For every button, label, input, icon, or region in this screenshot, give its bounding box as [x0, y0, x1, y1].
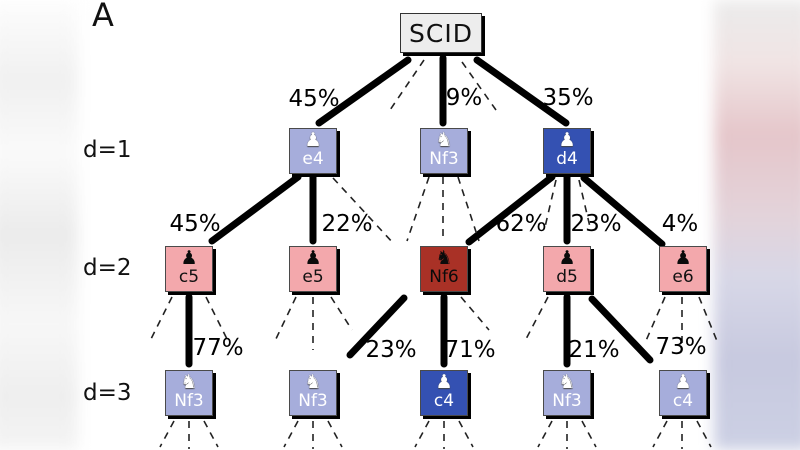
- edge-label-scid-e4: 45%: [288, 86, 340, 112]
- edge-nf3e5-sub-left: [283, 420, 299, 448]
- tree-node-e6: ♟ e6: [659, 246, 707, 292]
- node-label: e5: [302, 267, 324, 287]
- tree-node-d4: ♟ d4: [543, 128, 591, 174]
- edge-c4d5-sub-left: [652, 420, 668, 448]
- edge-c5-other-left: [148, 296, 173, 344]
- node-label: Nf3: [552, 391, 582, 411]
- tree-node-nf6: ♞ Nf6: [420, 246, 468, 292]
- edge-c4nf6-sub-right: [458, 420, 474, 448]
- edge-label-c5-nf3: 77%: [192, 335, 244, 361]
- edge-scid-other-right: [461, 61, 497, 111]
- tree-node-nf3-under-d5: ♞ Nf3: [543, 370, 591, 416]
- tree-node-nf3-under-c5: ♞ Nf3: [165, 370, 213, 416]
- edge-e6-other-right: [698, 296, 718, 342]
- edge-e4-other: [332, 177, 395, 245]
- white-pawn-icon: ♟: [674, 371, 692, 393]
- black-pawn-icon: ♟: [304, 247, 322, 269]
- node-label: Nf3: [174, 391, 204, 411]
- node-label: d4: [556, 149, 578, 169]
- edge-label-e4-e5: 22%: [321, 211, 373, 237]
- black-pawn-icon: ♟: [674, 247, 692, 269]
- white-knight-icon: ♞: [180, 371, 198, 393]
- edge-label-scid-nf3: 9%: [445, 85, 483, 111]
- edge-nf3d5-sub-left: [537, 420, 553, 448]
- tree-node-d5: ♟ d5: [543, 246, 591, 292]
- edge-e6-other-left: [644, 296, 666, 344]
- node-label: e6: [672, 267, 694, 287]
- white-knight-icon: ♞: [558, 371, 576, 393]
- edge-label-d5-c4: 73%: [655, 334, 707, 360]
- edge-d4-other-right: [578, 179, 591, 228]
- edge-nf3d1-other-left: [406, 176, 430, 242]
- edge-nf6-nf3: [346, 294, 408, 359]
- edge-scid-e4: [315, 56, 412, 127]
- edge-nf3d5-sub-right: [581, 420, 597, 448]
- white-pawn-icon: ♟: [304, 129, 322, 151]
- root-node-scid: SCID: [400, 13, 482, 53]
- edge-label-e4-c5: 45%: [169, 211, 221, 237]
- node-label: Nf3: [429, 149, 459, 169]
- white-pawn-icon: ♟: [558, 129, 576, 151]
- node-label: e4: [302, 149, 324, 169]
- node-label: c4: [433, 391, 455, 411]
- edge-e4-c5: [208, 173, 302, 245]
- edge-nf3c5-sub-right: [203, 420, 219, 448]
- edge-label-d4-e6: 4%: [661, 211, 699, 237]
- edge-nf6-other: [460, 296, 490, 331]
- panel-label: A: [92, 0, 114, 34]
- tree-node-nf3-under-e5: ♞ Nf3: [289, 370, 337, 416]
- edge-scid-d4: [473, 56, 570, 127]
- edge-label-nf6-c4: 71%: [444, 337, 496, 363]
- white-knight-icon: ♞: [435, 129, 453, 151]
- edge-nf3d1-other-right: [457, 176, 480, 242]
- edge-label-scid-d4: 35%: [542, 85, 594, 111]
- black-pawn-icon: ♟: [558, 247, 576, 269]
- edge-c4d5-sub-right: [696, 420, 712, 448]
- node-label: c4: [672, 391, 694, 411]
- edge-nf3c5-sub-left: [159, 420, 175, 448]
- edge-label-d4-nf6: 62%: [495, 211, 547, 237]
- depth-label-2: d=2: [83, 255, 132, 281]
- edge-e5-other-right: [330, 296, 353, 331]
- node-label: c5: [178, 267, 200, 287]
- tree-node-c4-under-d5: ♟ c4: [659, 370, 707, 416]
- blurred-right-margin: [714, 0, 800, 450]
- black-knight-icon: ♞: [435, 247, 453, 269]
- edge-scid-other-left: [389, 59, 425, 111]
- tree-node-nf3-d1: ♞ Nf3: [420, 128, 468, 174]
- edge-d4-nf6: [465, 173, 556, 246]
- tree-node-e4: ♟ e4: [289, 128, 337, 174]
- edge-label-d5-nf3: 21%: [568, 337, 620, 363]
- edge-d4-other-left: [544, 179, 557, 228]
- edge-e5-other-left: [273, 296, 297, 344]
- edge-c5-other-right: [205, 296, 230, 344]
- tree-node-c5: ♟ c5: [165, 246, 213, 292]
- node-label: d5: [556, 267, 578, 287]
- white-knight-icon: ♞: [304, 371, 322, 393]
- edge-d5-other: [524, 296, 549, 342]
- edge-label-d4-d5: 23%: [570, 211, 622, 237]
- edge-nf3e5-sub-right: [327, 420, 343, 448]
- white-pawn-icon: ♟: [435, 371, 453, 393]
- blurred-left-margin: [0, 0, 78, 450]
- depth-label-1: d=1: [83, 137, 132, 163]
- black-pawn-icon: ♟: [180, 247, 198, 269]
- edge-label-nf6-nf3: 23%: [365, 337, 417, 363]
- edge-c4nf6-sub-left: [414, 420, 430, 448]
- tree-node-c4-under-nf6: ♟ c4: [420, 370, 468, 416]
- tree-node-e5: ♟ e5: [289, 246, 337, 292]
- node-label: Nf3: [298, 391, 328, 411]
- edge-d5-c4: [588, 295, 654, 364]
- node-label: Nf6: [429, 267, 459, 287]
- depth-label-3: d=3: [83, 380, 132, 406]
- edge-d4-e6: [580, 174, 666, 248]
